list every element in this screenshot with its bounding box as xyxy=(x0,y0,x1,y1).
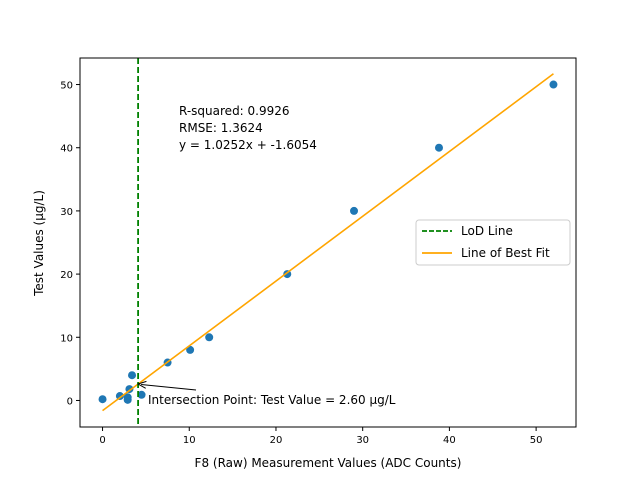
x-tick-label: 0 xyxy=(99,435,105,446)
data-point xyxy=(137,390,146,399)
plot-area xyxy=(79,57,577,428)
legend: LoD Line Line of Best Fit xyxy=(415,219,571,266)
y-tick-label: 40 xyxy=(60,144,73,155)
x-tick-label: 50 xyxy=(530,435,543,446)
x-tick-label: 20 xyxy=(270,435,283,446)
axis-ticks: 0 10 20 30 40 50 0 10 20 30 40 50 xyxy=(60,81,542,446)
y-axis-label: Test Values (µg/L) xyxy=(32,190,46,297)
x-tick-label: 30 xyxy=(356,435,369,446)
legend-label-fit: Line of Best Fit xyxy=(461,246,550,260)
data-point xyxy=(115,392,124,401)
fit-line xyxy=(102,73,554,412)
data-point xyxy=(434,143,443,152)
data-point xyxy=(186,345,195,354)
axes-frame xyxy=(79,57,577,428)
y-tick-label: 30 xyxy=(60,207,73,218)
data-point xyxy=(205,333,214,342)
stats-equation: y = 1.0252x + -1.6054 xyxy=(179,138,317,152)
legend-frame xyxy=(415,219,571,266)
y-tick-label: 0 xyxy=(67,396,73,407)
intersection-arrow-shaft xyxy=(141,384,197,391)
data-point xyxy=(98,395,107,404)
data-point xyxy=(549,80,558,89)
x-axis-label: F8 (Raw) Measurement Values (ADC Counts) xyxy=(195,456,462,470)
x-tick-label: 40 xyxy=(443,435,456,446)
data-point xyxy=(128,371,137,380)
y-tick-label: 50 xyxy=(60,81,73,92)
intersection-label: Intersection Point: Test Value = 2.60 µg… xyxy=(148,393,396,407)
x-tick-label: 10 xyxy=(183,435,196,446)
data-point xyxy=(123,395,132,404)
stats-rmse: RMSE: 1.3624 xyxy=(179,121,263,135)
y-tick-label: 10 xyxy=(60,333,73,344)
intersection-arrow-head xyxy=(136,380,147,389)
y-tick-label: 20 xyxy=(60,270,73,281)
stats-rsquared: R-squared: 0.9926 xyxy=(179,104,290,118)
legend-label-lod: LoD Line xyxy=(461,224,513,238)
data-point xyxy=(350,206,359,215)
